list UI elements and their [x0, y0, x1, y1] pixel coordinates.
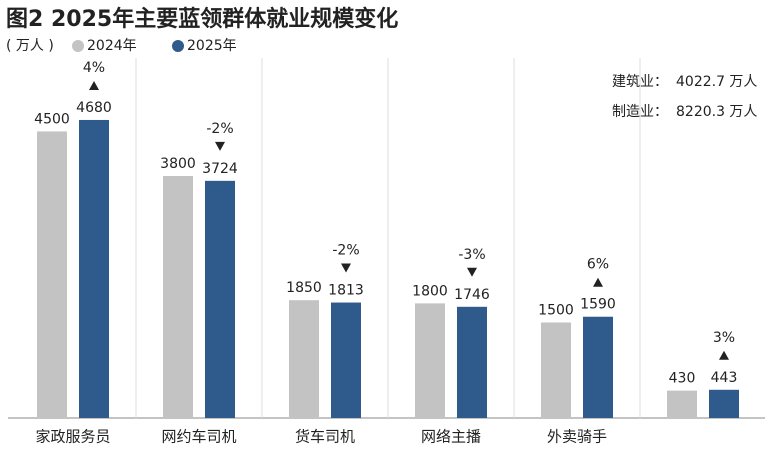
bar — [163, 176, 193, 418]
x-tick-label: 货车司机 — [295, 428, 355, 446]
bar — [415, 303, 445, 418]
data-label: 443 — [711, 370, 738, 386]
bar — [457, 306, 487, 418]
change-label: 6% — [587, 257, 609, 273]
change-label: 4% — [83, 60, 105, 76]
legend-label: 2025年 — [187, 38, 237, 54]
annotation-label: 制造业： — [612, 104, 668, 120]
data-label: 1500 — [538, 302, 574, 318]
bar — [583, 316, 613, 418]
bar — [667, 390, 697, 418]
chart-title: 图2 2025年主要蓝领群体就业规模变化 — [6, 6, 398, 32]
bar — [289, 300, 319, 418]
legend-swatch — [72, 40, 84, 52]
arrow-up — [719, 350, 729, 360]
legend-label: 2024年 — [87, 38, 137, 54]
data-label: 430 — [669, 371, 696, 387]
annotation-label: 建筑业： — [612, 74, 668, 90]
arrow-up — [593, 277, 603, 287]
arrow-up — [89, 80, 99, 90]
change-label: -2% — [332, 243, 359, 259]
annotation-value: 4022.7 万人 — [676, 74, 757, 90]
arrow-down — [215, 141, 225, 151]
change-label: -2% — [206, 121, 233, 137]
change-label: -3% — [458, 247, 485, 263]
change-label: 3% — [713, 330, 735, 346]
x-tick-label: 网约车司机 — [161, 428, 236, 446]
data-label: 1800 — [412, 283, 448, 299]
data-label: 3800 — [160, 156, 196, 172]
data-label: 1813 — [328, 283, 364, 299]
x-tick-label: 外卖骑手 — [547, 428, 607, 446]
bar — [37, 131, 67, 418]
unit-label: ( 万人 ) — [6, 38, 54, 54]
data-label: 1590 — [580, 297, 616, 313]
legend-swatch — [172, 40, 184, 52]
arrow-down — [341, 263, 351, 273]
data-label: 4680 — [76, 100, 112, 116]
x-tick-label: 家政服务员 — [35, 428, 110, 446]
bar — [331, 302, 361, 418]
data-label: 1746 — [454, 287, 490, 303]
bar — [709, 389, 739, 418]
annotation-value: 8220.3 万人 — [676, 104, 757, 120]
bar — [79, 119, 109, 419]
arrow-down — [467, 267, 477, 277]
bar — [205, 180, 235, 418]
x-tick-label: 网络主播 — [421, 428, 481, 446]
bar — [541, 322, 571, 418]
data-label: 4500 — [34, 111, 70, 127]
data-label: 3724 — [202, 161, 238, 177]
data-label: 1850 — [286, 280, 322, 296]
